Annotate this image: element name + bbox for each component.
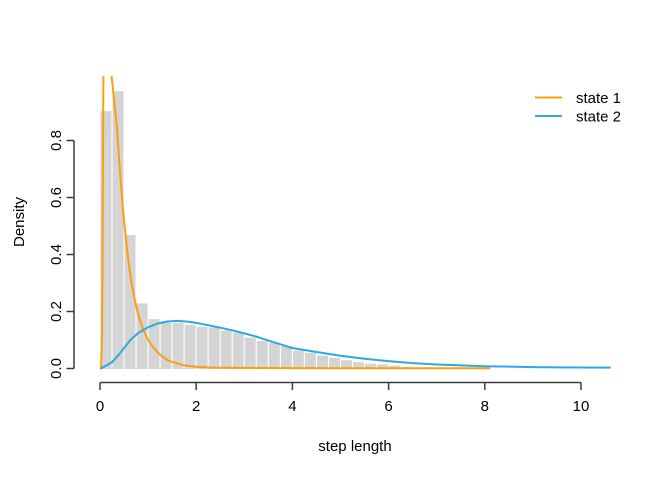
histogram-bar [279, 345, 293, 371]
histogram-bar [207, 326, 221, 370]
histogram-bar [255, 340, 269, 371]
histogram-bar [159, 321, 173, 370]
y-tick-label: 0.2 [48, 301, 65, 322]
x-tick-label: 6 [384, 398, 392, 415]
y-tick-label: 0.6 [48, 187, 65, 208]
histogram-bar [267, 341, 281, 370]
histogram-bar [123, 234, 137, 370]
density-curve-state-2 [100, 319, 611, 370]
legend-label-2: state 2 [576, 109, 621, 126]
histogram-bar [231, 331, 245, 370]
histogram-bar [183, 323, 197, 370]
y-tick-label: 0.4 [48, 244, 65, 265]
y-axis: 0.0 0.2 0.4 0.6 0.8 [48, 130, 75, 379]
histogram-bar [195, 325, 209, 370]
x-tick-label: 10 [573, 398, 590, 415]
y-axis-title: Density [11, 196, 28, 247]
x-tick-label: 2 [192, 398, 200, 415]
histogram-bar [303, 351, 317, 370]
legend-label-1: state 1 [576, 90, 621, 107]
histogram-bar [291, 349, 305, 370]
x-tick-label: 0 [96, 398, 104, 415]
density-curves [100, 76, 611, 370]
x-axis: 0 2 4 6 8 10 [96, 381, 590, 415]
y-tick-label: 0.0 [48, 358, 65, 379]
histogram-bar [243, 336, 257, 371]
y-tick-label: 0.8 [48, 130, 65, 151]
legend: state 1 state 2 [535, 90, 621, 126]
histogram-bar [219, 329, 233, 370]
x-tick-label: 4 [288, 398, 296, 415]
x-tick-label: 8 [481, 398, 489, 415]
density-curve-state-1 [100, 76, 491, 370]
x-axis-title: step length [318, 438, 391, 455]
histogram-bars [99, 90, 438, 371]
histogram-bar [111, 90, 125, 370]
